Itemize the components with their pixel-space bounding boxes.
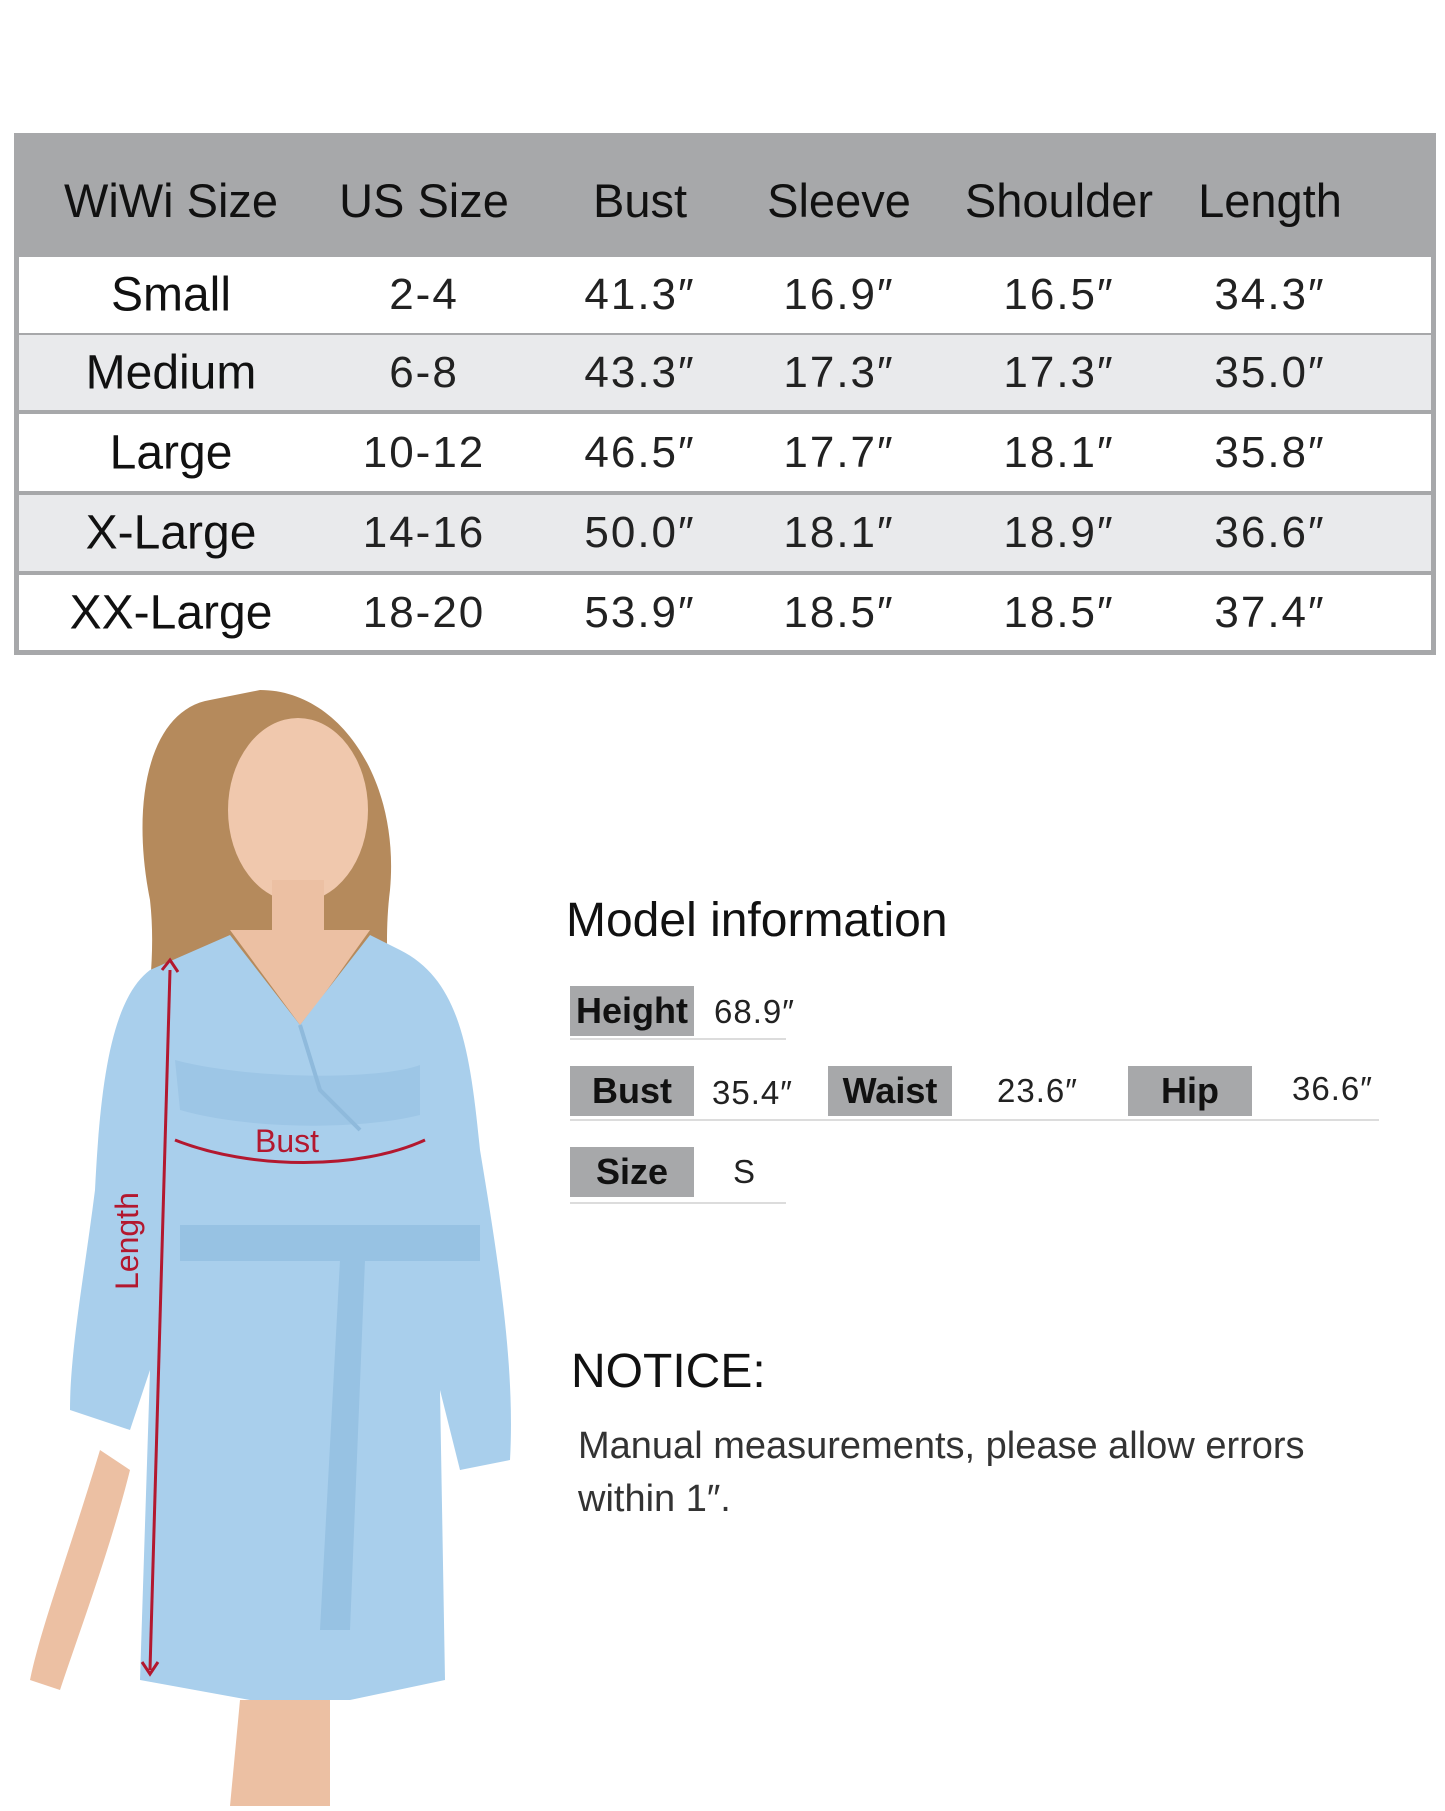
waist-label: Waist (828, 1066, 952, 1116)
table-row: Medium 6-8 43.3″ 17.3″ 17.3″ 35.0″ (19, 335, 1431, 410)
size-name-cell: Small (110, 268, 232, 322)
face (228, 718, 368, 902)
bust-arrow (174, 1138, 426, 1164)
hip-value: 36.6″ (1292, 1070, 1373, 1107)
header-wiwi-size: WiWi Size (63, 174, 279, 227)
robe (70, 935, 511, 1700)
hip-label: Hip (1128, 1066, 1252, 1116)
table-cell: 18.9″ (1003, 508, 1115, 557)
table-cell: 41.3″ (584, 270, 696, 319)
size-label: Size (570, 1147, 694, 1197)
size-name-cell: Medium (85, 346, 257, 399)
table-row: Small 2-4 41.3″ 16.9″ 16.5″ 34.3″ (19, 257, 1431, 333)
waist-value: 23.6″ (997, 1072, 1078, 1109)
table-cell: 18-20 (362, 587, 486, 637)
header-shoulder: Shoulder (964, 174, 1154, 227)
table-cell: 50.0″ (584, 508, 696, 557)
length-marker-label: Length (109, 1192, 145, 1290)
table-cell: 16.5″ (1003, 270, 1115, 319)
table-cell: 16.9″ (783, 270, 895, 319)
divider (570, 1202, 786, 1204)
table-cell: 6-8 (389, 347, 459, 397)
table-cell: 46.5″ (584, 427, 696, 477)
height-value: 68.9″ (714, 993, 795, 1030)
header-length: Length (1198, 174, 1342, 227)
table-cell: 18.1″ (1003, 427, 1115, 477)
size-name-cell: X-Large (85, 506, 257, 560)
table-cell: 43.3″ (584, 347, 696, 397)
table-cell: 18.5″ (783, 587, 895, 637)
table-cell: 17.3″ (1003, 347, 1115, 397)
table-cell: 36.6″ (1214, 508, 1326, 557)
size-value: S (733, 1153, 757, 1190)
table-cell: 35.0″ (1214, 347, 1326, 397)
size-name-cell: XX-Large (69, 586, 273, 639)
table-cell: 37.4″ (1214, 587, 1326, 637)
table-row: X-Large 14-16 50.0″ 18.1″ 18.9″ 36.6″ (19, 495, 1431, 571)
size-chart-table: WiWi Size US Size Bust Sleeve Shoulder L… (14, 133, 1436, 655)
table-cell: 17.7″ (783, 427, 895, 477)
table-cell: 18.1″ (783, 508, 895, 557)
table-cell: 35.8″ (1214, 427, 1326, 477)
model-info-title: Model information (566, 894, 948, 947)
bust-label: Bust (570, 1066, 694, 1116)
table-cell: 34.3″ (1214, 270, 1326, 319)
header-us-size: US Size (339, 174, 509, 227)
height-label: Height (570, 986, 694, 1036)
divider (570, 1038, 786, 1040)
table-cell: 53.9″ (584, 587, 696, 637)
header-sleeve: Sleeve (767, 174, 911, 227)
header-bust: Bust (592, 174, 688, 227)
table-header: WiWi Size US Size Bust Sleeve Shoulder L… (14, 133, 1436, 257)
notice-title: NOTICE: (571, 1345, 766, 1398)
table-row: Large 10-12 46.5″ 17.7″ 18.1″ 35.8″ (19, 414, 1431, 491)
notice-text: Manual measurements, please allow errors… (578, 1425, 1305, 1520)
model-photo: Bust Length (0, 670, 545, 1806)
length-arrow (148, 969, 172, 1671)
divider (570, 1119, 1379, 1121)
table-cell: 2-4 (389, 270, 459, 319)
table-cell: 18.5″ (1003, 587, 1115, 637)
bust-value: 35.4″ (712, 1074, 793, 1111)
size-name-cell: Large (109, 426, 233, 479)
table-row: XX-Large 18-20 53.9″ 18.5″ 18.5″ 37.4″ (19, 575, 1431, 650)
table-cell: 17.3″ (783, 347, 895, 397)
table-cell: 10-12 (362, 427, 486, 477)
table-cell: 14-16 (362, 508, 486, 557)
bust-marker-label: Bust (255, 1123, 319, 1159)
